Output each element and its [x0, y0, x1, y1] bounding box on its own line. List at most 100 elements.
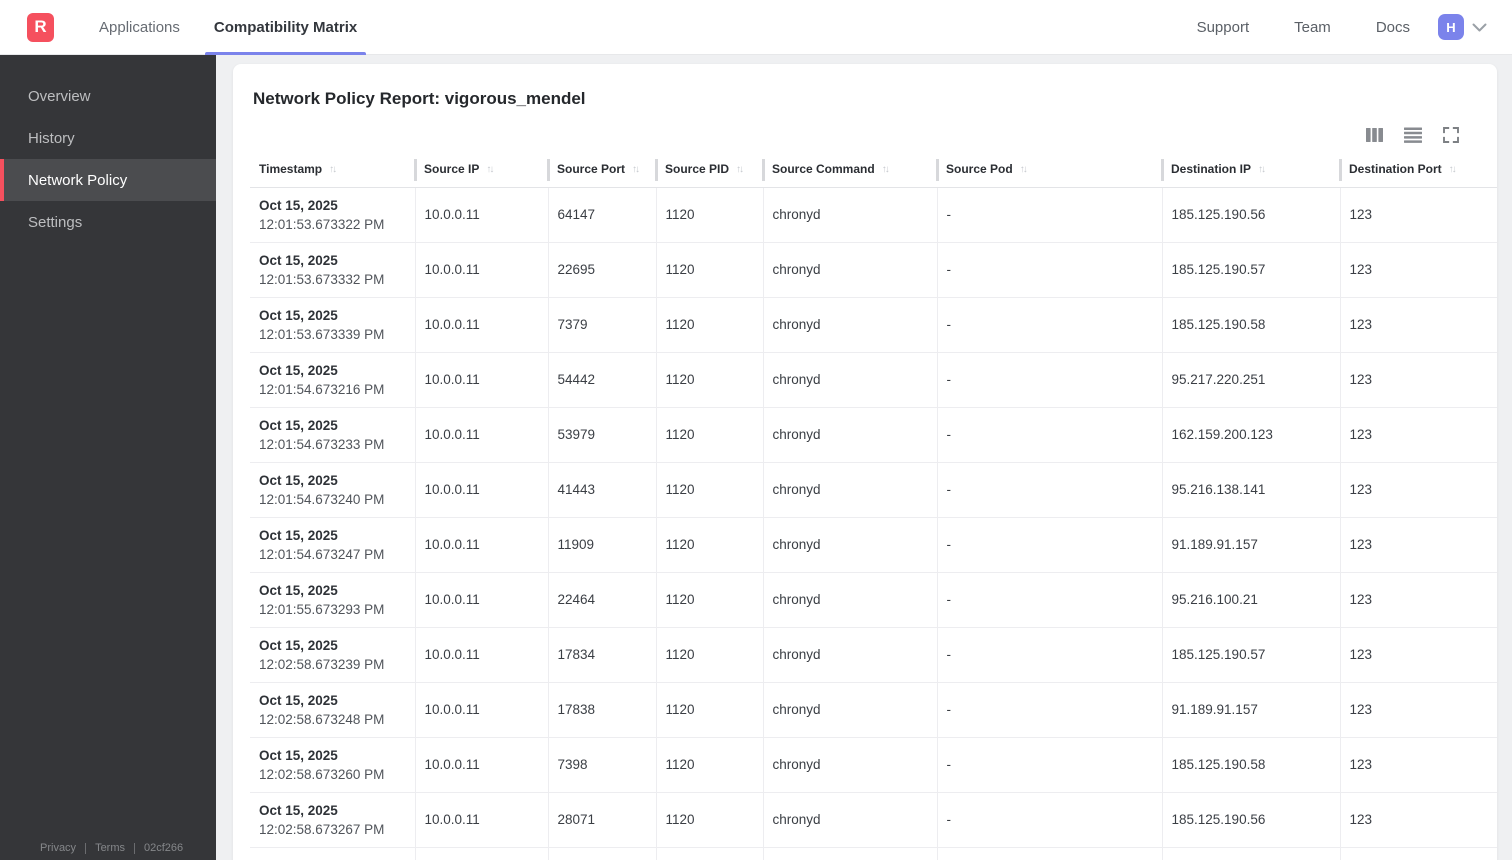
- columns-view-icon[interactable]: [1366, 127, 1383, 143]
- sort-icon[interactable]: ↑↓: [1019, 163, 1028, 175]
- cell-timestamp: Oct 15, 2025 12:02:58.673267 PM: [250, 792, 415, 848]
- cell-source-pid: 1120: [655, 187, 763, 243]
- cell-source-pod: -: [936, 242, 1162, 298]
- cell-source-pid: 1120: [655, 407, 763, 463]
- app-logo[interactable]: R: [27, 12, 54, 42]
- page-title: Network Policy Report: vigorous_mendel: [253, 89, 586, 108]
- report-table: Timestamp ↑↓ Source IP ↑↓ Source Port ↑↓ So…: [250, 159, 1497, 860]
- table-row: Oct 15, 2025 12:01:54.673240 PM 10.0.0.1…: [250, 462, 1497, 518]
- column-header-source-command[interactable]: Source Command ↑↓: [762, 159, 937, 188]
- tab-applications[interactable]: Applications: [90, 0, 189, 55]
- table-row: Oct 15, 2025 12:02:58.673248 PM 10.0.0.1…: [250, 682, 1497, 738]
- terms-link[interactable]: Terms: [95, 842, 126, 854]
- cell-source-command: chronyd: [762, 737, 937, 793]
- cell-source-pid: 1120: [655, 462, 763, 518]
- column-header-timestamp[interactable]: Timestamp ↑↓: [250, 159, 415, 188]
- cell-source-port: 64147: [547, 187, 656, 243]
- table-row: Oct 15, 2025 12:01:55.673293 PM 10.0.0.1…: [250, 572, 1497, 628]
- cell-source-port: 17834: [547, 627, 656, 683]
- tab-compatibility-matrix[interactable]: Compatibility Matrix: [204, 0, 367, 55]
- table-row: Oct 15, 2025 12:01:54.673233 PM 10.0.0.1…: [250, 407, 1497, 463]
- build-version: 02cf266: [144, 842, 184, 854]
- cell-destination-ip: 185.125.190.58: [1161, 297, 1340, 353]
- chevron-down-icon[interactable]: [1472, 23, 1487, 32]
- cell-destination-ip: 95.217.220.251: [1161, 352, 1340, 408]
- cell-source-command: chronyd: [762, 462, 937, 518]
- cell-destination-port: 123: [1339, 407, 1497, 463]
- sidebar-item-label: History: [28, 129, 75, 147]
- sort-icon[interactable]: ↑↓: [881, 163, 890, 175]
- cell-source-command: chronyd: [762, 792, 937, 848]
- sidebar-item-overview[interactable]: Overview: [0, 75, 216, 117]
- fullscreen-icon[interactable]: [1443, 126, 1459, 143]
- sidebar-item-history[interactable]: History: [0, 117, 216, 159]
- cell-source-command: chronyd: [762, 517, 937, 573]
- table-row: Oct 15, 2025 12:01:53.673322 PM 10.0.0.1…: [250, 187, 1497, 243]
- column-header-source-port[interactable]: Source Port ↑↓: [547, 159, 656, 188]
- column-header-destination-port[interactable]: Destination Port ↑↓: [1339, 159, 1497, 188]
- nav-link-support[interactable]: Support: [1196, 18, 1250, 36]
- cell-source-ip: 10.0.0.11: [414, 352, 548, 408]
- view-toolbar: [233, 126, 1459, 143]
- footer-divider: [134, 842, 136, 854]
- cell-source-pid: 1120: [655, 627, 763, 683]
- nav-right-links: Support Team Docs H: [1152, 14, 1512, 40]
- table-row: Oct 15, 2025 12:01:54.673216 PM 10.0.0.1…: [250, 352, 1497, 408]
- cell-source-command: chronyd: [762, 682, 937, 738]
- sidebar-item-settings[interactable]: Settings: [0, 201, 216, 243]
- cell-destination-port: 123: [1339, 517, 1497, 573]
- cell-source-pod: -: [936, 737, 1162, 793]
- sort-icon[interactable]: ↑↓: [486, 163, 494, 175]
- sort-icon[interactable]: ↑↓: [1258, 163, 1266, 175]
- cell-source-pid: 1120: [655, 572, 763, 628]
- cell-source-command: chronyd: [762, 407, 937, 463]
- cell-source-ip: 10.0.0.11: [414, 462, 548, 518]
- cell-source-pod: -: [936, 517, 1162, 573]
- nav-link-team[interactable]: Team: [1294, 18, 1331, 36]
- column-header-source-ip[interactable]: Source IP ↑↓: [414, 159, 548, 188]
- sort-icon[interactable]: ↑↓: [632, 163, 640, 175]
- sidebar: Overview History Network Policy Settings…: [0, 55, 216, 860]
- cell-timestamp: Oct 15, 2025 12:02:58.673248 PM: [250, 682, 415, 738]
- cell-destination-ip: 185.125.190.57: [1161, 242, 1340, 298]
- column-header-destination-ip[interactable]: Destination IP ↑↓: [1161, 159, 1340, 188]
- cell-source-ip: 10.0.0.11: [414, 627, 548, 683]
- cell-source-pid: 1120: [655, 792, 763, 848]
- cell-timestamp: Oct 15, 2025 12:02:58.673239 PM: [250, 627, 415, 683]
- cell-source-port: 53979: [547, 407, 656, 463]
- cell-source-pod: -: [936, 627, 1162, 683]
- cell-source-command: chronyd: [762, 572, 937, 628]
- column-header-source-pid[interactable]: Source PID ↑↓: [655, 159, 763, 188]
- column-header-source-pod[interactable]: Source Pod ↑↓: [936, 159, 1162, 188]
- cell-timestamp: Oct 15, 2025 12:01:54.673216 PM: [250, 352, 415, 408]
- sort-icon[interactable]: ↑↓: [1448, 163, 1457, 175]
- cell-destination-port: 123: [1339, 737, 1497, 793]
- nav-link-docs[interactable]: Docs: [1375, 18, 1410, 36]
- cell-source-port: 17838: [547, 682, 656, 738]
- cell-destination-ip: 185.125.190.58: [1161, 737, 1340, 793]
- logo-letter: R: [34, 17, 47, 36]
- cell-source-port: 28071: [547, 792, 656, 848]
- cell-source-port: 41443: [547, 462, 656, 518]
- privacy-link[interactable]: Privacy: [40, 842, 77, 854]
- cell-source-command: chronyd: [762, 242, 937, 298]
- cell-destination-port: 123: [1339, 242, 1497, 298]
- avatar[interactable]: H: [1438, 14, 1464, 40]
- report-card: Network Policy Report: vigorous_mendel T…: [233, 64, 1497, 860]
- sidebar-item-network-policy[interactable]: Network Policy: [0, 159, 216, 201]
- cell-source-command: chronyd: [762, 187, 937, 243]
- sidebar-item-label: Overview: [28, 87, 91, 105]
- sidebar-footer: Privacy Terms 02cf266: [40, 842, 183, 854]
- cell-source-port: 7379: [547, 297, 656, 353]
- cell-destination-ip: 185.125.190.56: [1161, 792, 1340, 848]
- cell-destination-ip: 185.125.190.56: [1161, 187, 1340, 243]
- cell-timestamp: Oct 15, 2025 12:01:53.673322 PM: [250, 187, 415, 243]
- sort-icon[interactable]: ↑↓: [329, 163, 337, 175]
- sort-icon[interactable]: ↑↓: [736, 163, 744, 175]
- cell-source-pod: -: [936, 462, 1162, 518]
- cell-source-port: 11909: [547, 517, 656, 573]
- table-body: Oct 15, 2025 12:01:53.673322 PM 10.0.0.1…: [250, 187, 1497, 860]
- cell-source-port: [547, 847, 656, 860]
- list-view-icon[interactable]: [1404, 127, 1422, 143]
- cell-source-ip: 10.0.0.11: [414, 517, 548, 573]
